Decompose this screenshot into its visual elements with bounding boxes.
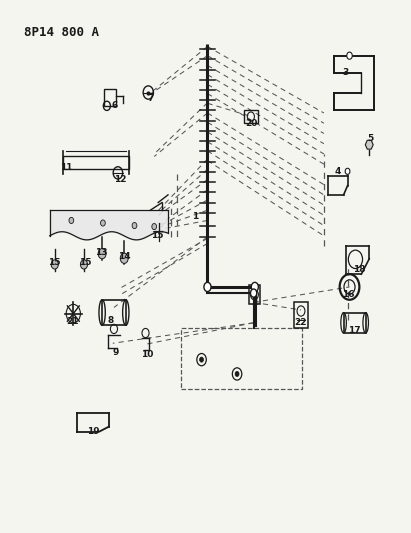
Text: 5: 5	[367, 134, 374, 143]
Text: 13: 13	[95, 248, 108, 257]
Text: 10: 10	[141, 350, 153, 359]
Text: 15: 15	[79, 258, 91, 267]
Text: 14: 14	[118, 252, 131, 261]
Text: 16: 16	[342, 289, 355, 298]
Text: 18: 18	[353, 264, 366, 273]
Circle shape	[204, 282, 211, 292]
Text: 6: 6	[112, 101, 118, 110]
Text: 2: 2	[251, 298, 257, 307]
Circle shape	[101, 220, 105, 226]
Circle shape	[347, 52, 352, 59]
Circle shape	[98, 248, 106, 259]
Circle shape	[69, 217, 74, 223]
Circle shape	[251, 282, 259, 292]
Text: 21: 21	[66, 317, 79, 326]
Text: 20: 20	[245, 119, 258, 128]
Text: 15: 15	[48, 258, 61, 267]
Text: 19: 19	[87, 427, 99, 436]
Circle shape	[235, 372, 239, 376]
Circle shape	[132, 222, 137, 229]
Text: 7: 7	[148, 94, 154, 103]
Text: 4: 4	[335, 167, 341, 176]
Circle shape	[345, 168, 350, 174]
Text: 22: 22	[295, 318, 307, 327]
Circle shape	[51, 260, 58, 269]
Polygon shape	[365, 140, 373, 149]
Text: 12: 12	[114, 175, 127, 184]
Circle shape	[250, 289, 257, 297]
Text: 15: 15	[151, 231, 164, 240]
Circle shape	[152, 223, 157, 230]
Text: 17: 17	[349, 326, 361, 335]
Text: 3: 3	[342, 68, 349, 77]
Text: 8: 8	[108, 316, 114, 325]
Text: 1: 1	[192, 212, 198, 221]
Text: 9: 9	[112, 348, 119, 357]
Circle shape	[81, 260, 88, 269]
Text: 11: 11	[60, 163, 72, 172]
Circle shape	[120, 253, 128, 263]
Circle shape	[200, 357, 203, 362]
Text: 8P14 800 A: 8P14 800 A	[24, 26, 99, 39]
